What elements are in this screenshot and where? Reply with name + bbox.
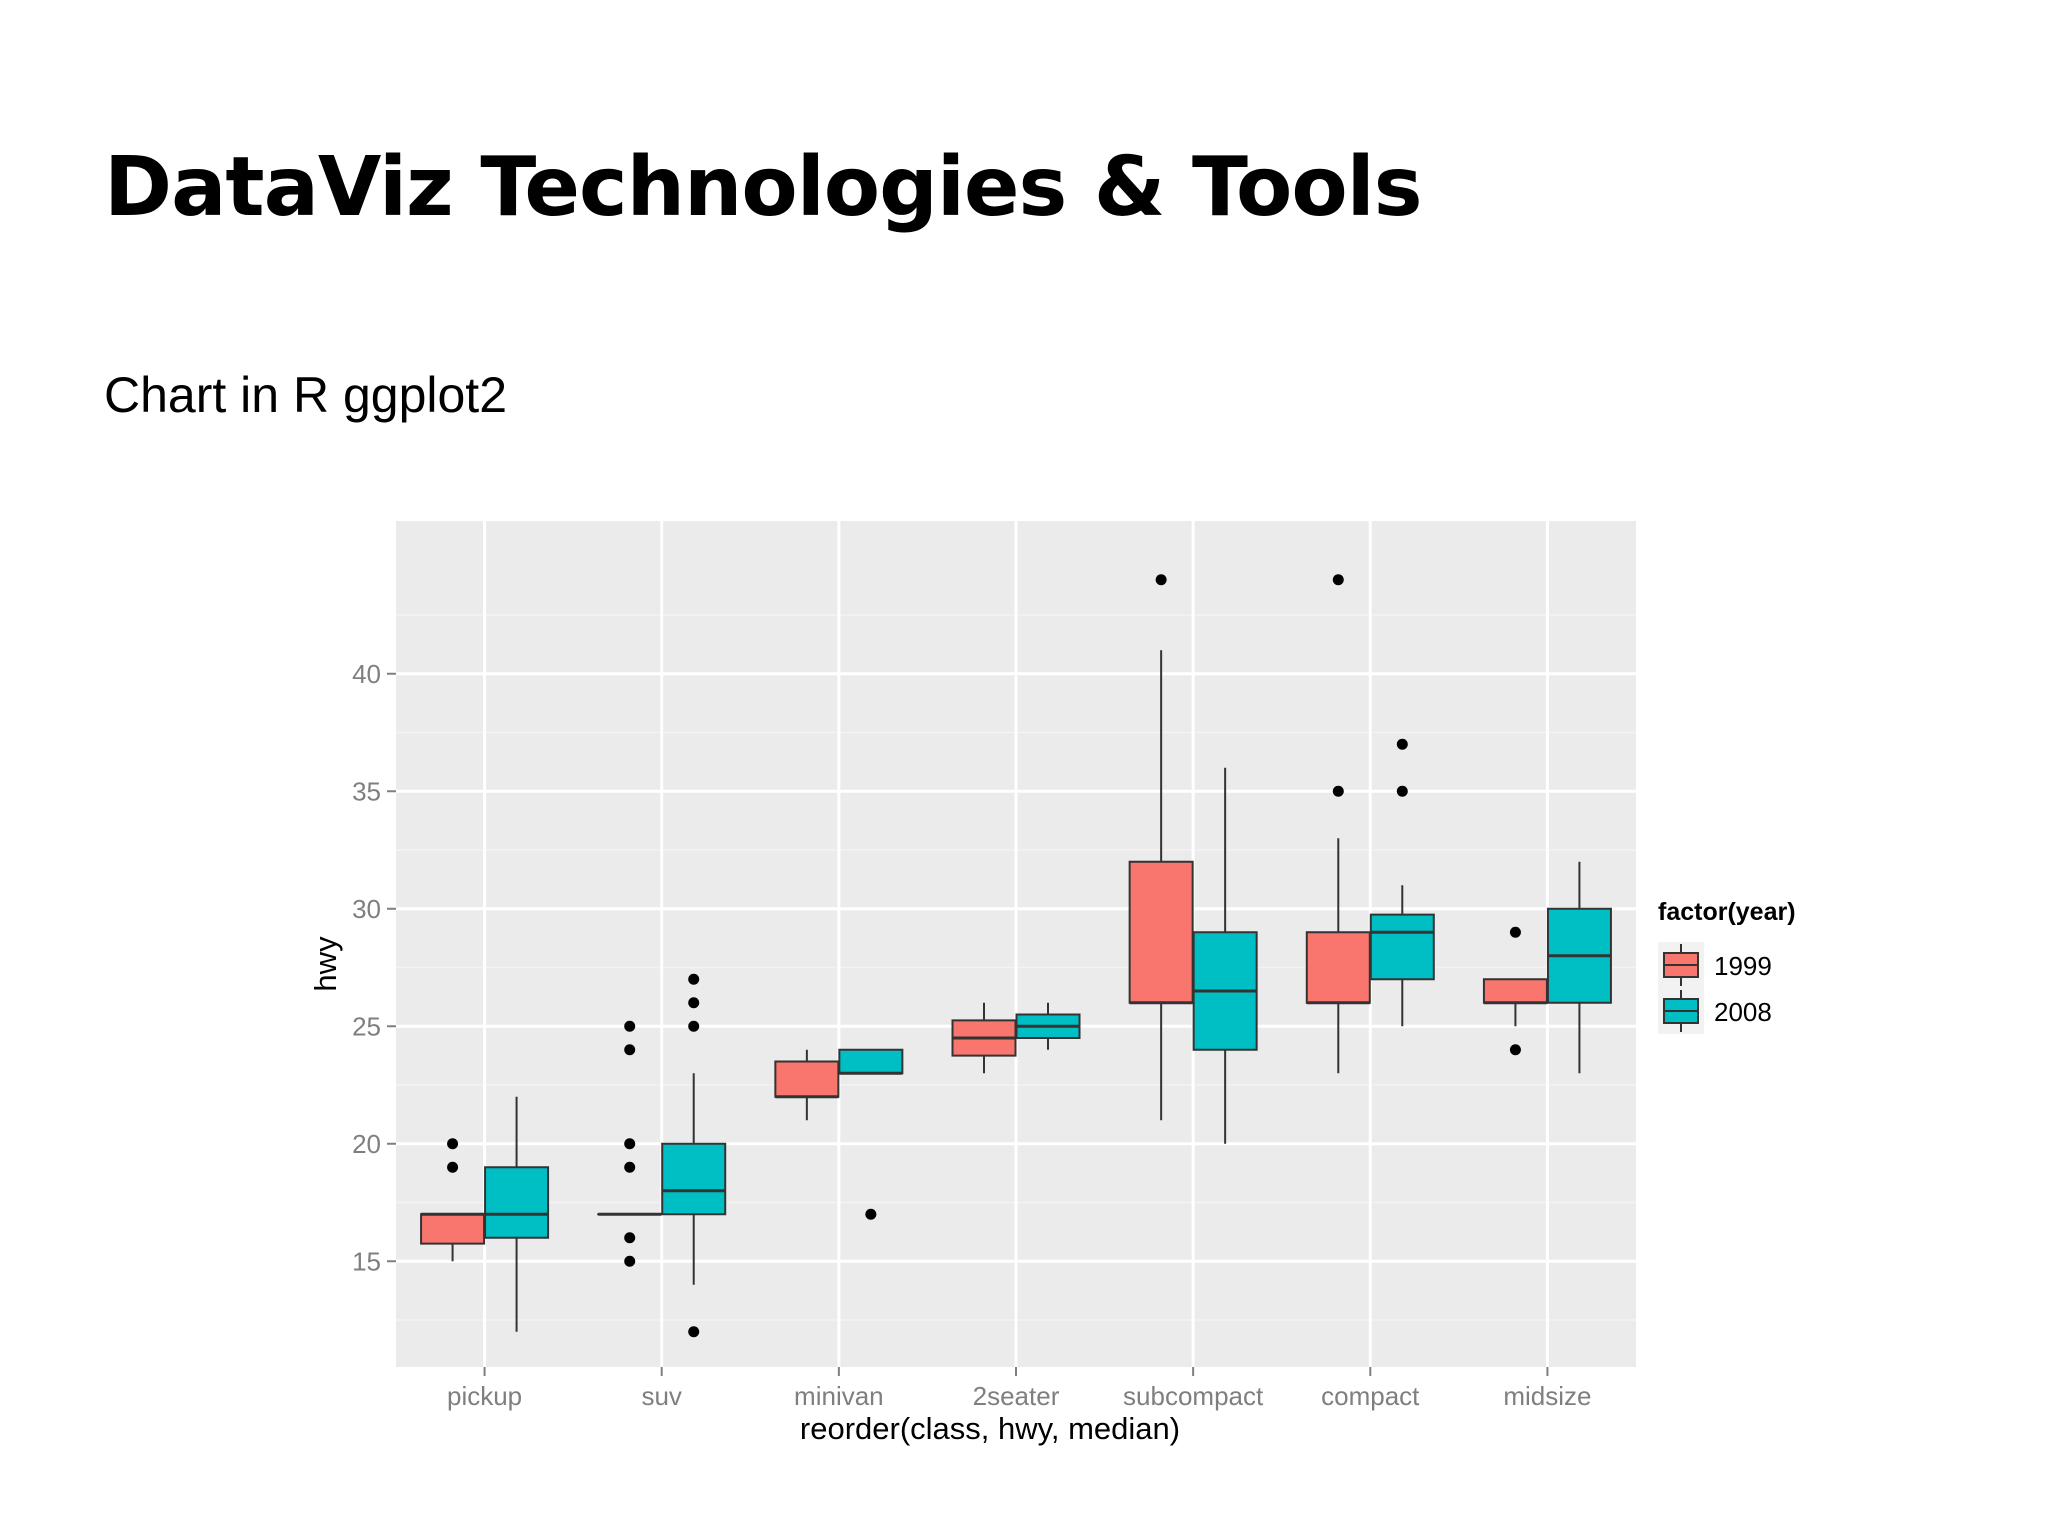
- box-1999-subcompact: [1128, 574, 1194, 1121]
- y-tick-label: 15: [352, 1246, 381, 1276]
- y-tick-label: 40: [352, 659, 381, 689]
- x-tick-label: pickup: [447, 1381, 522, 1411]
- outlier-point: [688, 1020, 700, 1032]
- y-axis: 15 20 25 30 35 40: [352, 659, 396, 1276]
- box-2008-pickup: [484, 1096, 550, 1332]
- outlier-point: [624, 1044, 636, 1056]
- outlier-point: [624, 1161, 636, 1173]
- x-tick-label: compact: [1321, 1381, 1420, 1411]
- legend: factor(year) 1999 2008: [1658, 898, 1796, 1034]
- box-body: [1369, 913, 1435, 981]
- slide-subtitle: Chart in R ggplot2: [104, 367, 508, 423]
- x-tick-label: suv: [641, 1381, 681, 1411]
- outlier-point: [1509, 1044, 1521, 1056]
- x-tick-label: midsize: [1503, 1381, 1591, 1411]
- box-body: [1128, 860, 1194, 1004]
- box-1999-compact: [1305, 574, 1371, 1074]
- y-tick-label: 25: [352, 1011, 381, 1041]
- box-1999-minivan: [774, 1049, 840, 1121]
- legend-item-1999: 1999: [1658, 942, 1772, 988]
- slide-title: DataViz Technologies & Tools: [104, 140, 1423, 235]
- box-2008-subcompact: [1192, 767, 1258, 1144]
- box-2008-compact: [1369, 738, 1435, 1027]
- x-tick-label: subcompact: [1123, 1381, 1264, 1411]
- box-body: [838, 1048, 904, 1075]
- outlier-point: [1332, 785, 1344, 797]
- y-tick-label: 35: [352, 776, 381, 806]
- box-2008-minivan: [838, 1048, 904, 1220]
- box-body: [661, 1142, 727, 1216]
- outlier-point: [1396, 738, 1408, 750]
- outlier-point: [865, 1208, 877, 1220]
- box-body: [420, 1213, 486, 1245]
- outlier-point: [447, 1161, 459, 1173]
- box-1999-suv: [597, 1020, 663, 1267]
- outlier-point: [624, 1020, 636, 1032]
- y-tick-label: 30: [352, 894, 381, 924]
- legend-item-2008: 2008: [1658, 988, 1772, 1034]
- legend-title: factor(year): [1658, 898, 1796, 926]
- outlier-point: [1332, 574, 1344, 586]
- outlier-point: [624, 1255, 636, 1267]
- outlier-point: [688, 1326, 700, 1338]
- box-2008-2seater: [1015, 1002, 1081, 1050]
- outlier-point: [624, 1138, 636, 1150]
- outlier-point: [688, 973, 700, 985]
- x-axis-title: reorder(class, hwy, median): [800, 1411, 1180, 1446]
- box-body: [1305, 931, 1371, 1004]
- box-body: [1482, 978, 1548, 1004]
- outlier-point: [688, 997, 700, 1009]
- box-body: [774, 1060, 840, 1098]
- outlier-point: [1509, 926, 1521, 938]
- y-axis-title: hwy: [308, 936, 343, 992]
- box-body: [484, 1166, 550, 1239]
- box-2008-midsize: [1546, 861, 1612, 1074]
- outlier-point: [624, 1232, 636, 1244]
- legend-label: 1999: [1714, 951, 1772, 981]
- x-axis: pickup suv minivan 2seater subcompact compact…: [447, 1367, 1591, 1411]
- x-tick-label: 2seater: [973, 1381, 1060, 1411]
- box-layer: [420, 574, 1612, 1338]
- legend-label: 2008: [1714, 997, 1772, 1027]
- outlier-point: [447, 1138, 459, 1150]
- box-2008-suv: [661, 973, 727, 1338]
- outlier-point: [1155, 574, 1167, 586]
- x-tick-label: minivan: [794, 1381, 884, 1411]
- y-tick-label: 20: [352, 1129, 381, 1159]
- outlier-point: [1396, 785, 1408, 797]
